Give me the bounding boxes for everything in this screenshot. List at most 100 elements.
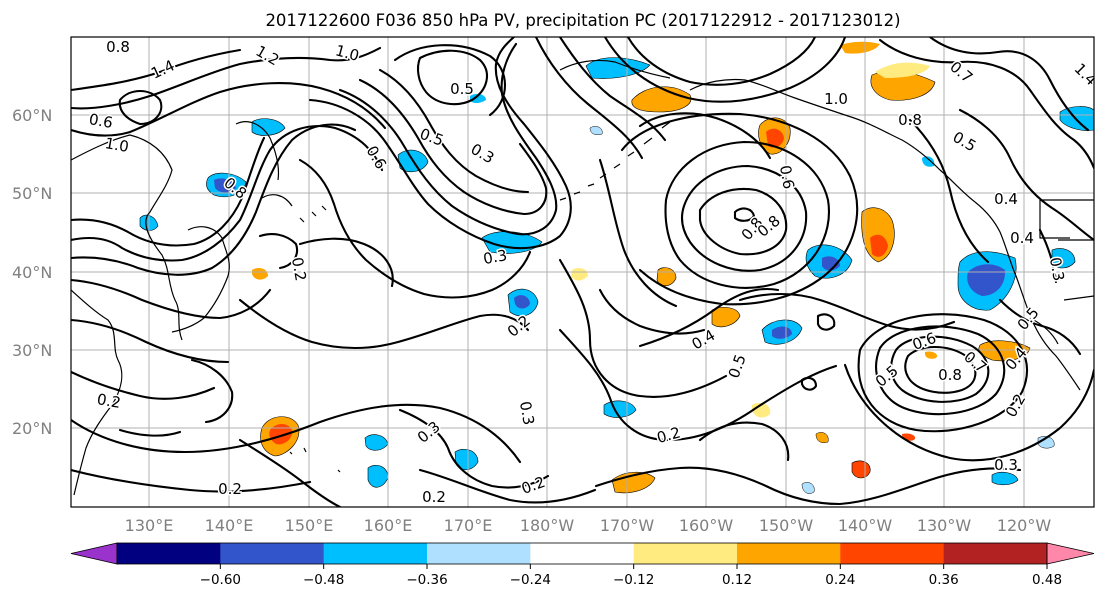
contour-label: 0.4 xyxy=(1010,229,1034,247)
lon-tick: 150°W xyxy=(759,516,814,535)
precip-area xyxy=(589,126,603,135)
pv-contour xyxy=(308,37,572,250)
pv-contour xyxy=(816,313,836,331)
pv-contour xyxy=(71,318,230,364)
pv-contour xyxy=(398,408,550,489)
pv-contour xyxy=(698,188,788,256)
pv-contour xyxy=(298,237,394,288)
colorbar-bin xyxy=(427,543,531,564)
pv-contour xyxy=(603,37,847,103)
lon-tick: 120°W xyxy=(997,516,1052,535)
colorbar-bin xyxy=(323,543,428,564)
pv-contour xyxy=(626,37,817,86)
coastline-asia-east xyxy=(71,134,183,341)
colorbar-bin xyxy=(737,543,841,564)
colorbar-frame xyxy=(116,542,1048,565)
pv-contour xyxy=(1038,228,1058,284)
pv-contour xyxy=(558,328,838,442)
pv-contour xyxy=(598,158,678,308)
colorbar-tick-label: −0.24 xyxy=(510,572,551,588)
precip-area xyxy=(922,156,935,167)
pv-contour xyxy=(71,136,266,247)
lon-tick: 130°E xyxy=(125,516,174,535)
colorbar-tick-label: 0.48 xyxy=(1032,572,1062,588)
colorbar-tick-label: −0.60 xyxy=(200,572,241,588)
pv-contour xyxy=(118,89,163,126)
pv-contour xyxy=(908,118,990,264)
lon-tick: 140°E xyxy=(205,516,254,535)
map-frame xyxy=(70,36,1095,508)
precip-area xyxy=(214,178,236,193)
precip-area xyxy=(840,41,880,54)
pv-contour xyxy=(71,370,216,400)
pv-contour xyxy=(71,403,522,464)
lat-tick: 60°N xyxy=(12,106,52,125)
pv-contour xyxy=(594,466,1022,506)
precip-area xyxy=(870,234,888,257)
contour-label: 0.2 xyxy=(218,480,242,498)
map-content: 0.81.41.2 1.00.61.00.50.30.50.60.80.2 0.30… xyxy=(71,37,1094,507)
precip-area xyxy=(924,351,938,359)
lat-tick: 40°N xyxy=(12,263,52,282)
contour-label: 0.4 xyxy=(994,190,1018,208)
colorbar-tick-label: −0.36 xyxy=(406,572,447,588)
pv-contour xyxy=(71,125,384,262)
pv-contour xyxy=(118,428,182,437)
pv-contour xyxy=(298,158,532,299)
lon-tick: 160°W xyxy=(679,516,734,535)
contour-label: 0.8 xyxy=(106,38,130,56)
contour-label: 0.3 xyxy=(994,456,1018,474)
lon-tick: 170°W xyxy=(600,516,655,535)
coastline-north-america-west xyxy=(974,201,1081,391)
colorbar-tick-label: −0.48 xyxy=(303,572,344,588)
colorbar: −0.60 −0.48 −0.36 −0.24 −0.12 0.12 0.24 0.36 0.4… xyxy=(70,542,1095,588)
colorbar-bin xyxy=(220,543,325,564)
pv-contour xyxy=(890,335,990,403)
precip-area xyxy=(875,62,930,78)
pv-contour xyxy=(998,298,1082,356)
contour-label: 0.8 xyxy=(938,366,962,384)
pv-contour xyxy=(558,258,728,398)
coastlines xyxy=(71,59,1094,496)
lon-tick: 130°W xyxy=(917,516,972,535)
pv-contour xyxy=(598,288,706,335)
lon-tick: 140°W xyxy=(838,516,893,535)
lat-tick: 30°N xyxy=(12,341,52,360)
pv-contour xyxy=(418,468,597,504)
pv-contour xyxy=(71,82,387,137)
pv-contour xyxy=(358,78,548,216)
coastline-alaska-west xyxy=(559,59,671,79)
precip-area xyxy=(470,93,486,103)
coastline-aleutian-islands xyxy=(559,121,671,201)
colorbar-tick-label: 0.36 xyxy=(929,572,959,588)
lon-tick: 180°W xyxy=(520,516,575,535)
precip-area xyxy=(851,460,871,479)
contour-label: 1.0 xyxy=(824,90,848,108)
pv-contour xyxy=(958,108,1094,242)
colorbar-bin xyxy=(633,543,738,564)
contour-label: 0.8 xyxy=(898,111,922,129)
precip-area xyxy=(1051,248,1076,269)
coastline-kuril xyxy=(261,194,293,207)
pv-contour xyxy=(928,37,1090,132)
pv-contour xyxy=(698,421,790,462)
state-boundary xyxy=(1058,239,1094,301)
pv-contour xyxy=(733,207,756,222)
colorbar-tick-label: 0.24 xyxy=(825,572,855,588)
pv-contour xyxy=(378,68,530,194)
pv-contour xyxy=(878,38,1094,170)
lon-tick-labels: 130°E 140°E 150°E 160°E 170°E 180°W 170°… xyxy=(125,516,1052,535)
pv-contour xyxy=(664,140,831,289)
contour-label: 0.2 xyxy=(422,488,446,506)
precip-area xyxy=(571,268,588,281)
precip-area xyxy=(1059,106,1094,131)
precip-area xyxy=(772,326,792,339)
lon-tick: 150°E xyxy=(285,516,334,535)
colorbar-tick-label: 0.12 xyxy=(722,572,752,588)
coastline-kamchatka-sw xyxy=(235,121,280,181)
pv-contour xyxy=(238,438,342,507)
coastline-baja xyxy=(1029,317,1059,345)
pv-contour xyxy=(558,37,667,142)
contour-label: 0.6 xyxy=(776,164,798,191)
